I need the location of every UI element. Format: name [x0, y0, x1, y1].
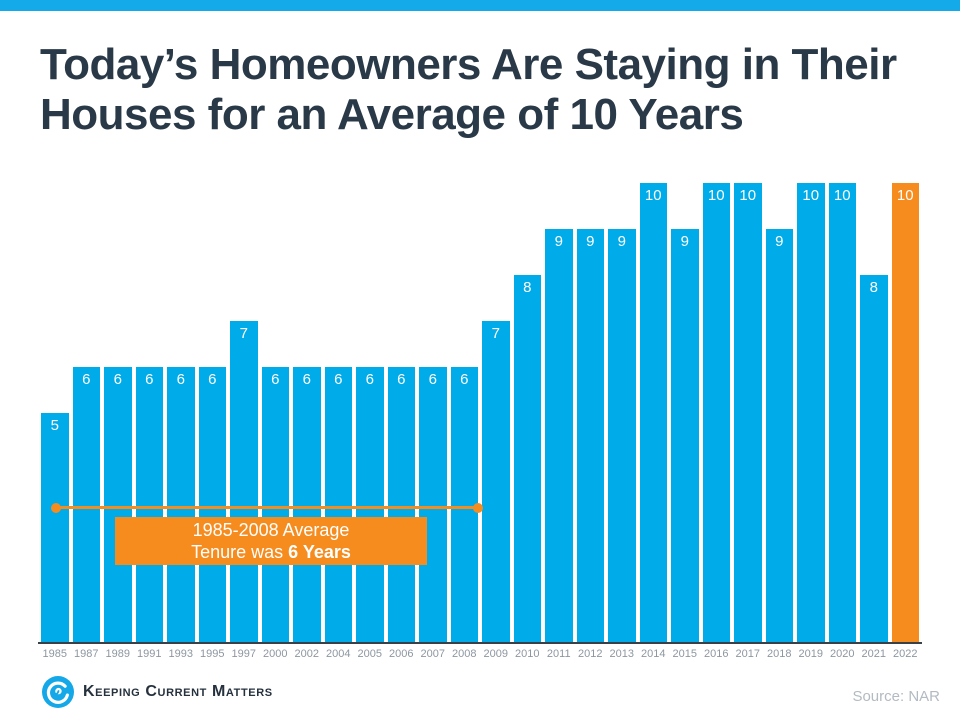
kcm-swirl-icon — [42, 676, 74, 708]
x-axis-label-2004: 2004 — [326, 648, 351, 660]
bar-value-label: 10 — [644, 187, 662, 204]
bar-value-label: 9 — [586, 233, 595, 250]
x-axis-label-2014: 2014 — [641, 648, 666, 660]
x-axis-label-1995: 1995 — [200, 648, 225, 660]
bar-2006: 6 — [387, 367, 415, 643]
x-axis-label-1985: 1985 — [42, 648, 67, 660]
bar-value-label: 6 — [397, 371, 406, 388]
bar-2009: 7 — [482, 321, 510, 643]
bar-1989: 6 — [104, 367, 132, 643]
bar-value-label: 9 — [775, 233, 784, 250]
bar-value-label: 6 — [365, 371, 374, 388]
callout-line2: Tenure was 6 Years — [191, 542, 351, 562]
bar-value-label: 9 — [680, 233, 689, 250]
bar-2013: 9 — [608, 229, 636, 643]
x-axis-label-2007: 2007 — [420, 648, 445, 660]
bar-value-label: 10 — [707, 187, 725, 204]
bar-2016: 10 — [702, 183, 730, 643]
x-axis-label-2019: 2019 — [798, 648, 823, 660]
bar-value-label: 9 — [617, 233, 626, 250]
x-axis-label-2008: 2008 — [452, 648, 477, 660]
average-tenure-line — [51, 502, 483, 513]
bar-2005: 6 — [356, 367, 384, 643]
bar-chart: 5 6 6 6 6 6 7 6 6 6 6 6 6 6 7 8 9 9 9 10 9 10 10 9 10 10 8 10 1985-… — [41, 150, 919, 643]
bar-value-label: 6 — [460, 371, 469, 388]
bar-2010: 8 — [513, 275, 541, 643]
bar-1993: 6 — [167, 367, 195, 643]
bar-value-label: 8 — [523, 279, 532, 296]
x-axis-label-2002: 2002 — [294, 648, 319, 660]
bar-value-label: 10 — [896, 187, 914, 204]
x-axis-label-2017: 2017 — [735, 648, 760, 660]
x-axis-label-1987: 1987 — [74, 648, 99, 660]
x-axis-label-2021: 2021 — [861, 648, 886, 660]
bar-2012: 9 — [576, 229, 604, 643]
bar-value-label: 9 — [554, 233, 563, 250]
x-axis-label-2020: 2020 — [830, 648, 855, 660]
x-axis-label-2005: 2005 — [357, 648, 382, 660]
bar-value-label: 10 — [739, 187, 757, 204]
bar-2017: 10 — [734, 183, 762, 643]
average-tenure-callout: 1985-2008 Average Tenure was 6 Years — [115, 517, 427, 565]
x-axis-label-2006: 2006 — [389, 648, 414, 660]
bar-2002: 6 — [293, 367, 321, 643]
bars: 5 6 6 6 6 6 7 6 6 6 6 6 6 6 7 8 9 9 9 10 9 10 10 9 10 10 8 10 — [41, 150, 919, 643]
kcm-logo: Keeping Current Matters — [42, 676, 273, 708]
bar-2015: 9 — [671, 229, 699, 643]
average-line-dot-left — [51, 502, 61, 513]
bar-2018: 9 — [765, 229, 793, 643]
x-axis-label-2018: 2018 — [767, 648, 792, 660]
kcm-logo-text: Keeping Current Matters — [83, 683, 273, 700]
x-axis-label-1997: 1997 — [231, 648, 256, 660]
x-axis-label-1989: 1989 — [105, 648, 130, 660]
x-axis-label-2012: 2012 — [578, 648, 603, 660]
bar-value-label: 6 — [428, 371, 437, 388]
x-axis-labels: 1985 1987 1989 1991 1993 1995 1997 2000 2002 2004… — [41, 648, 919, 660]
bar-value-label: 6 — [271, 371, 280, 388]
bar-value-label: 6 — [334, 371, 343, 388]
bar-value-label: 6 — [302, 371, 311, 388]
x-axis-label-1991: 1991 — [137, 648, 162, 660]
bar-value-label: 7 — [491, 325, 500, 342]
bar-1997: 7 — [230, 321, 258, 643]
bar-value-label: 6 — [82, 371, 91, 388]
bar-1991: 6 — [135, 367, 163, 643]
bar-value-label: 10 — [833, 187, 851, 204]
bar-2022: 10 — [891, 183, 919, 643]
average-line-dot-right — [473, 502, 483, 513]
page-title: Today’s Homeowners Are Staying in Their … — [40, 40, 897, 139]
top-accent-strip — [0, 0, 960, 11]
bar-value-label: 6 — [208, 371, 217, 388]
bar-value-label: 8 — [869, 279, 878, 296]
x-axis-label-2000: 2000 — [263, 648, 288, 660]
bar-2021: 8 — [860, 275, 888, 643]
x-axis-label-2022: 2022 — [893, 648, 918, 660]
x-axis-label-2009: 2009 — [483, 648, 508, 660]
bar-value-label: 10 — [802, 187, 820, 204]
x-axis-label-1993: 1993 — [168, 648, 193, 660]
bar-1995: 6 — [198, 367, 226, 643]
x-axis-label-2016: 2016 — [704, 648, 729, 660]
bar-2000: 6 — [261, 367, 289, 643]
bar-value-label: 6 — [113, 371, 122, 388]
bar-1985: 5 — [41, 413, 69, 643]
bar-2014: 10 — [639, 183, 667, 643]
bar-2020: 10 — [828, 183, 856, 643]
x-axis-label-2011: 2011 — [546, 648, 571, 660]
source-attribution: Source: NAR — [852, 688, 940, 705]
bar-value-label: 5 — [50, 417, 59, 434]
bar-1987: 6 — [72, 367, 100, 643]
bar-value-label: 6 — [145, 371, 154, 388]
x-axis-label-2013: 2013 — [609, 648, 634, 660]
x-axis-label-2015: 2015 — [672, 648, 697, 660]
callout-line1: 1985-2008 Average — [192, 520, 350, 540]
bar-2019: 10 — [797, 183, 825, 643]
bar-2004: 6 — [324, 367, 352, 643]
x-axis-label-2010: 2010 — [515, 648, 540, 660]
bar-value-label: 6 — [176, 371, 185, 388]
bar-value-label: 7 — [239, 325, 248, 342]
bar-2011: 9 — [545, 229, 573, 643]
bar-2007: 6 — [419, 367, 447, 643]
x-axis-line — [38, 642, 922, 644]
